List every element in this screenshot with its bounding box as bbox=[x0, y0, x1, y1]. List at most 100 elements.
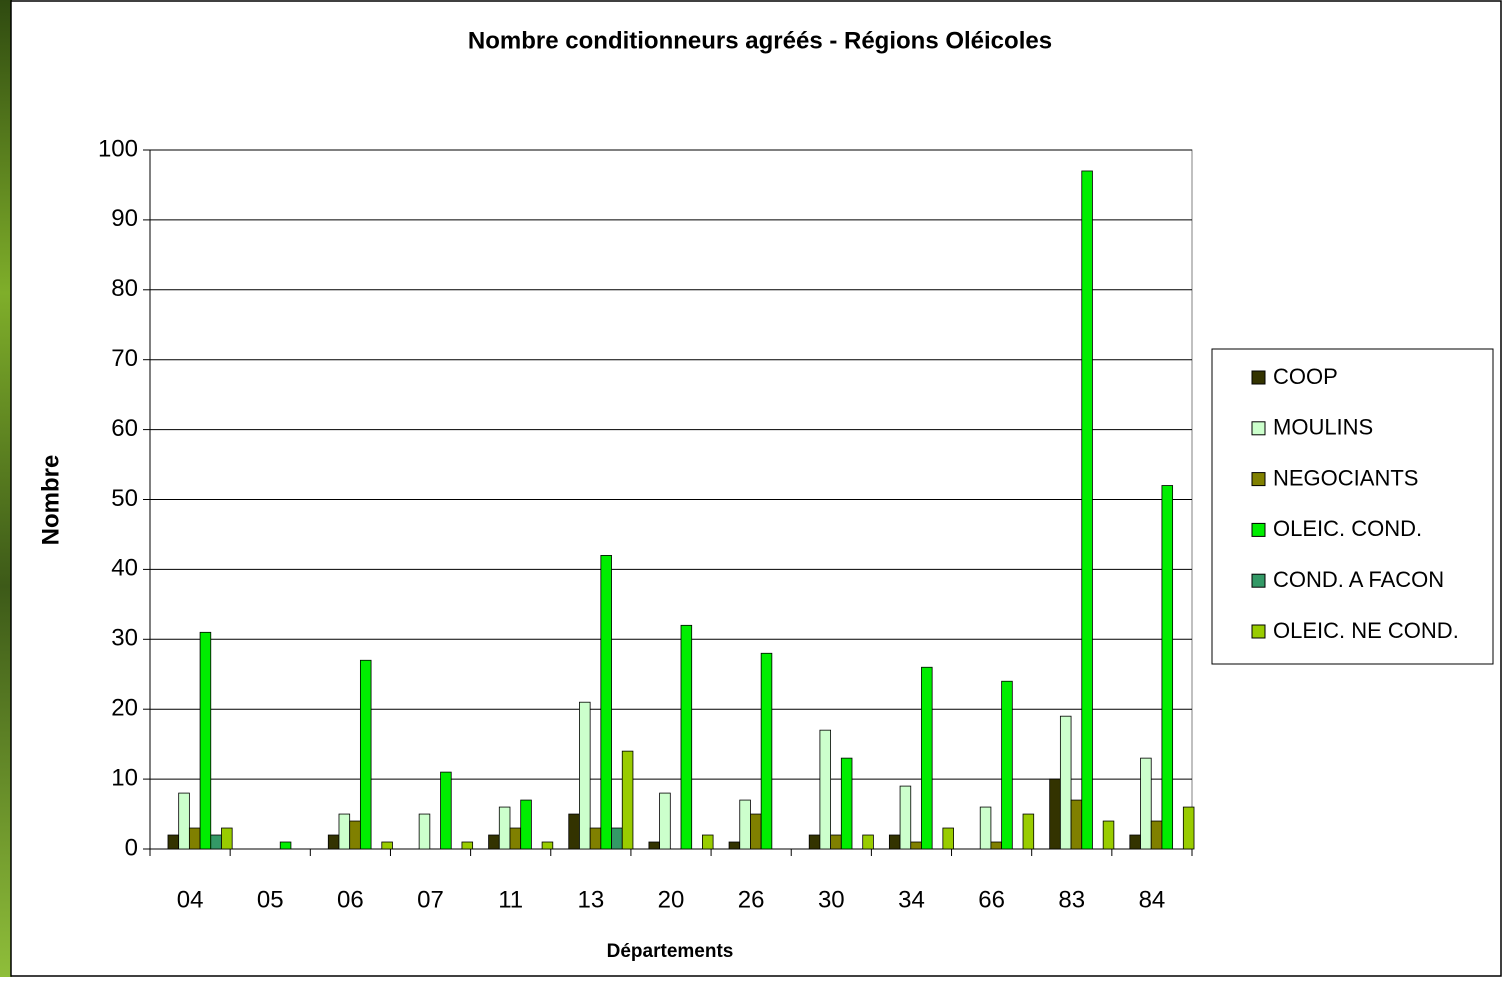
x-tick-label: 13 bbox=[577, 886, 604, 913]
bar bbox=[1150, 820, 1163, 850]
y-tick-label: 40 bbox=[111, 555, 138, 582]
y-tick-label: 60 bbox=[111, 415, 138, 442]
bar bbox=[488, 834, 500, 850]
bar bbox=[589, 827, 602, 850]
bar bbox=[461, 841, 474, 850]
bar bbox=[921, 666, 933, 850]
legend-label: NEGOCIANTS bbox=[1273, 465, 1418, 490]
legend-swatch bbox=[1251, 573, 1266, 588]
bar bbox=[1140, 757, 1152, 850]
bar bbox=[178, 792, 190, 850]
y-tick-label: 80 bbox=[111, 275, 138, 302]
y-tick-label: 10 bbox=[111, 764, 138, 791]
bar bbox=[541, 841, 554, 850]
bar bbox=[888, 834, 901, 850]
bar bbox=[611, 827, 623, 850]
bar bbox=[1049, 778, 1061, 850]
bar bbox=[568, 813, 580, 850]
x-tick-label: 83 bbox=[1058, 886, 1085, 913]
x-tick-label: 11 bbox=[498, 886, 523, 913]
bar bbox=[279, 841, 292, 850]
x-axis-label: Départements bbox=[607, 941, 734, 962]
bar bbox=[600, 555, 612, 850]
bar bbox=[381, 841, 393, 850]
bar bbox=[739, 799, 751, 850]
x-tick-label: 26 bbox=[738, 886, 765, 913]
bar bbox=[840, 757, 853, 850]
background-stripe bbox=[0, 0, 12, 977]
bar bbox=[702, 834, 714, 850]
x-tick-label: 07 bbox=[417, 886, 444, 913]
x-tick-label: 04 bbox=[177, 886, 204, 913]
bar bbox=[1081, 170, 1093, 850]
bar bbox=[498, 806, 511, 850]
legend-swatch bbox=[1251, 522, 1266, 537]
bar bbox=[862, 834, 874, 850]
bar bbox=[819, 729, 832, 850]
legend-swatch bbox=[1251, 624, 1266, 639]
bar bbox=[1129, 834, 1141, 850]
y-tick-label: 100 bbox=[98, 135, 138, 162]
y-tick-label: 0 bbox=[125, 834, 138, 861]
bar bbox=[579, 701, 591, 850]
bar bbox=[1070, 799, 1083, 850]
x-tick-label: 34 bbox=[898, 886, 925, 913]
bar bbox=[899, 785, 912, 850]
y-tick-label: 70 bbox=[111, 345, 138, 372]
x-tick-label: 66 bbox=[978, 886, 1005, 913]
x-tick-label: 06 bbox=[337, 886, 364, 913]
bar bbox=[338, 813, 351, 850]
bar bbox=[990, 841, 1003, 850]
bar bbox=[418, 813, 431, 850]
legend-label: MOULINS bbox=[1273, 415, 1373, 440]
bar bbox=[167, 834, 180, 850]
x-tick-label: 30 bbox=[818, 886, 845, 913]
bar bbox=[1102, 820, 1115, 850]
bar bbox=[359, 659, 372, 850]
bar bbox=[979, 806, 992, 850]
bar bbox=[728, 841, 741, 850]
bar bbox=[1022, 813, 1035, 850]
bar bbox=[808, 834, 821, 850]
legend-swatch bbox=[1251, 421, 1266, 436]
legend-label: OLEIC. NE COND. bbox=[1273, 618, 1459, 643]
bar bbox=[1161, 485, 1174, 850]
bar bbox=[910, 841, 922, 850]
y-tick-label: 30 bbox=[111, 625, 138, 652]
y-tick-label: 20 bbox=[111, 695, 138, 722]
x-tick-label: 05 bbox=[257, 886, 284, 913]
bar bbox=[750, 813, 762, 850]
legend-label: COND. A FACON bbox=[1273, 567, 1444, 592]
bar bbox=[327, 834, 340, 850]
bar bbox=[199, 631, 212, 850]
bar bbox=[648, 841, 661, 850]
bar bbox=[349, 820, 361, 850]
bar bbox=[680, 624, 693, 850]
bar bbox=[210, 834, 222, 850]
bar bbox=[621, 750, 634, 850]
legend-label: OLEIC. COND. bbox=[1273, 516, 1422, 541]
bar bbox=[760, 652, 773, 850]
bar bbox=[1059, 715, 1072, 850]
bar bbox=[520, 799, 532, 850]
bar bbox=[830, 834, 842, 850]
legend-swatch bbox=[1251, 472, 1266, 487]
x-tick-label: 84 bbox=[1139, 886, 1166, 913]
bar bbox=[659, 792, 671, 850]
bar bbox=[440, 771, 452, 850]
bar bbox=[1182, 806, 1195, 850]
bar bbox=[1001, 680, 1013, 850]
y-axis-label: Nombre bbox=[37, 455, 64, 546]
y-tick-label: 90 bbox=[111, 205, 138, 232]
bar bbox=[221, 827, 233, 850]
legend-swatch bbox=[1251, 370, 1266, 385]
chart-title: Nombre conditionneurs agréés - Régions O… bbox=[468, 27, 1052, 54]
y-tick-label: 50 bbox=[111, 485, 138, 512]
bar bbox=[942, 827, 954, 850]
bar bbox=[188, 827, 201, 850]
bar bbox=[509, 827, 522, 850]
x-tick-label: 20 bbox=[658, 886, 685, 913]
legend bbox=[1211, 348, 1494, 665]
